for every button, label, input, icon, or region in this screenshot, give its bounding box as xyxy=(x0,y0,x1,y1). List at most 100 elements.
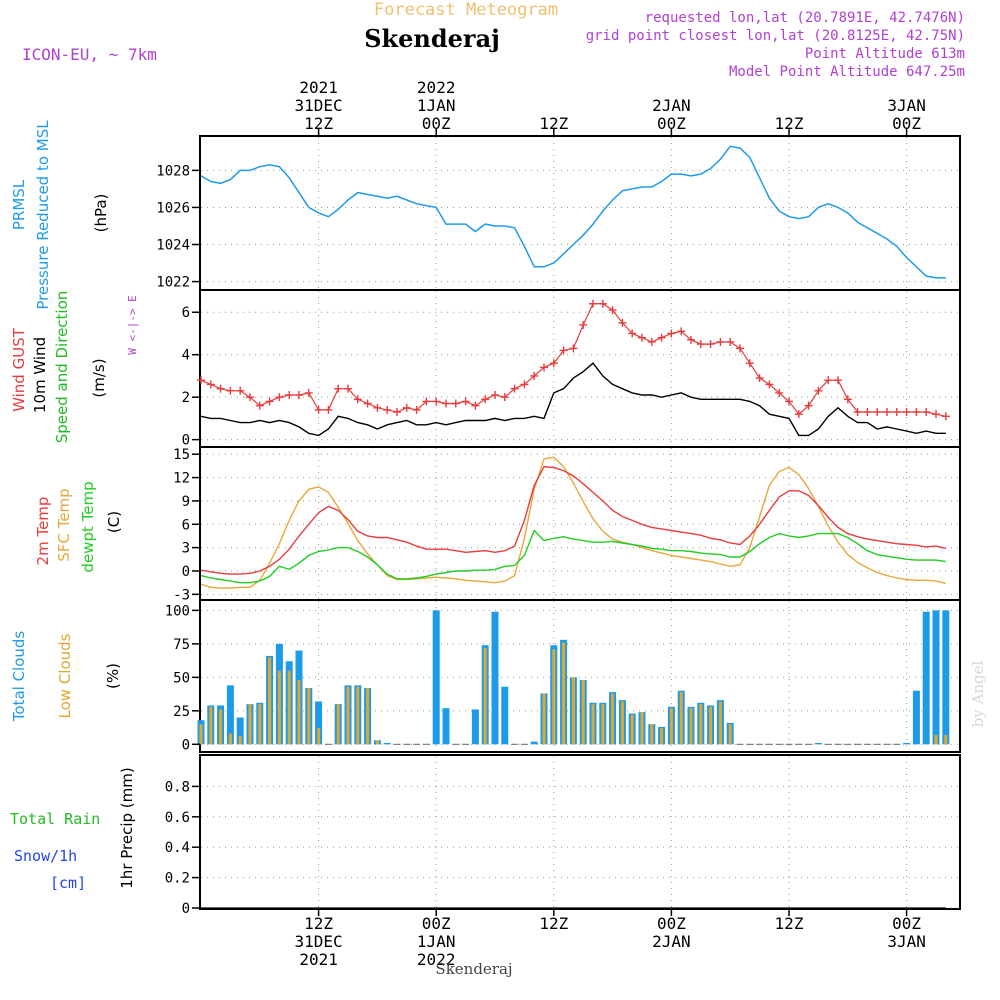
precip-panel xyxy=(199,754,961,910)
location-title: Skenderaj xyxy=(364,24,500,53)
low-clouds-bar xyxy=(356,686,360,745)
wind-gust-point xyxy=(638,333,646,342)
temp-panel xyxy=(199,446,961,601)
low-clouds-bar xyxy=(709,706,713,745)
dewpt-temp-line xyxy=(200,529,946,584)
wind-gust-point xyxy=(314,405,323,414)
total-clouds-bar xyxy=(315,701,323,745)
info-requested: requested lon,lat (20.7891E, 42.7476N) xyxy=(645,10,965,26)
y-tick-label: 0 xyxy=(182,901,190,917)
wind-gust-point xyxy=(843,395,852,404)
x-tick-label-bottom: 00Z xyxy=(892,914,921,933)
low-clouds-bar xyxy=(336,704,340,745)
wind-gust-point xyxy=(265,397,274,406)
low-clouds-bar xyxy=(542,693,546,745)
x-tick-label-top: 12Z xyxy=(304,114,333,133)
x-tick-label-top: 2021 xyxy=(299,78,338,97)
y-tick-label: 9 xyxy=(182,494,190,510)
x-tick-label-bottom: 12Z xyxy=(539,914,568,933)
sfc-temp-label: SFC Temp xyxy=(55,488,73,561)
low-clouds-bar xyxy=(277,670,281,745)
wind-gust-point xyxy=(608,306,617,315)
x-tick-label-top: 00Z xyxy=(892,114,921,133)
y-tick-label: 1024 xyxy=(156,238,190,254)
footer-location: Skenderaj xyxy=(435,960,512,978)
low-clouds-bar xyxy=(209,706,213,745)
y-tick-label: 15 xyxy=(173,447,190,463)
wind-gust-point xyxy=(853,408,862,417)
wind-gust-point xyxy=(912,408,921,417)
x-tick-label-bottom: 31DEC xyxy=(295,932,343,951)
x-tick-label-bottom: 2022 xyxy=(417,950,456,969)
clouds-unit-label: (%) xyxy=(104,663,122,689)
wind-gust-point xyxy=(667,329,676,338)
wind-dir-label: Speed and Direction xyxy=(53,291,71,444)
total-clouds-bar xyxy=(912,690,920,745)
wind-gust-point xyxy=(804,401,813,410)
wind-gust-point xyxy=(775,388,784,397)
x-tick-label-top: 1JAN xyxy=(417,96,456,115)
y-tick-label: 0.8 xyxy=(165,779,190,795)
wind-gust-point xyxy=(628,329,637,338)
wind-gust-point xyxy=(902,408,911,417)
low-clouds-bar xyxy=(944,734,948,745)
wind-gust-point xyxy=(285,391,294,400)
total-clouds-bar xyxy=(471,709,479,745)
wind-gust-point xyxy=(569,344,578,353)
wind-gust-point xyxy=(618,318,627,327)
axis-layer: 10221024102610280246-3036912150255075100… xyxy=(156,78,926,969)
low-clouds-bar xyxy=(346,686,350,745)
low-clouds-bar xyxy=(650,724,654,745)
total-rain-label: Total Rain xyxy=(10,810,100,828)
wind-panel xyxy=(199,289,961,448)
wind-gust-point xyxy=(745,359,754,368)
wind-gust-point xyxy=(873,408,882,417)
wind-gust-point xyxy=(216,384,225,393)
gust-label: Wind GUST xyxy=(10,327,28,412)
wind-gust-point xyxy=(373,403,382,412)
y-tick-label: 0 xyxy=(182,433,190,449)
x-tick-label-bottom: 1JAN xyxy=(417,932,456,951)
wind-gust-point xyxy=(716,337,725,346)
low-clouds-bar xyxy=(660,728,664,745)
snow-label: Snow/1h xyxy=(14,847,77,865)
x-tick-label-top: 3JAN xyxy=(887,96,926,115)
low-clouds-bar xyxy=(366,688,370,745)
prmsl-line xyxy=(200,145,946,279)
total-clouds-bar xyxy=(491,611,499,745)
total-clouds-bar xyxy=(814,742,822,745)
x-tick-label-top: 12Z xyxy=(775,114,804,133)
wind-gust-point xyxy=(883,408,891,417)
data-layer xyxy=(197,145,950,909)
y-tick-label: 1026 xyxy=(156,200,190,216)
total-clouds-bar xyxy=(530,741,538,745)
precip-ylabel: 1hr Precip (mm) xyxy=(118,767,136,888)
wind-gust-line xyxy=(200,303,946,417)
wind-gust-point xyxy=(344,384,352,393)
low-clouds-bar xyxy=(307,688,311,745)
y-tick-label: 0.4 xyxy=(165,840,190,856)
wind-gust-point xyxy=(549,359,558,368)
low-clouds-bar xyxy=(258,704,262,745)
wind-gust-point xyxy=(324,405,333,414)
prmsl-desc-label: Pressure Reduced to MSL xyxy=(34,120,52,310)
y-tick-label: 12 xyxy=(173,471,190,487)
pressure-panel xyxy=(199,135,961,291)
wind-gust-point xyxy=(295,391,303,400)
wind-gust-point xyxy=(304,388,313,397)
pressure-unit-label: (hPa) xyxy=(92,194,110,233)
total-clouds-bar xyxy=(226,685,234,745)
low-clouds-bar xyxy=(297,680,301,745)
low-clouds-bar xyxy=(483,647,487,745)
info-gridpoint: grid point closest lon,lat (20.8125E, 42… xyxy=(586,28,965,44)
y-tick-label: 2 xyxy=(182,390,190,406)
wind-gust-point xyxy=(559,346,568,355)
wind-gust-point xyxy=(814,386,823,395)
wind-gust-point xyxy=(255,401,264,410)
wind-gust-point xyxy=(932,410,940,419)
temp2m-label: 2m Temp xyxy=(34,497,52,566)
grid-layer xyxy=(201,137,959,909)
wind-gust-point xyxy=(334,384,343,393)
wind-label: 10m Wind xyxy=(31,337,49,413)
